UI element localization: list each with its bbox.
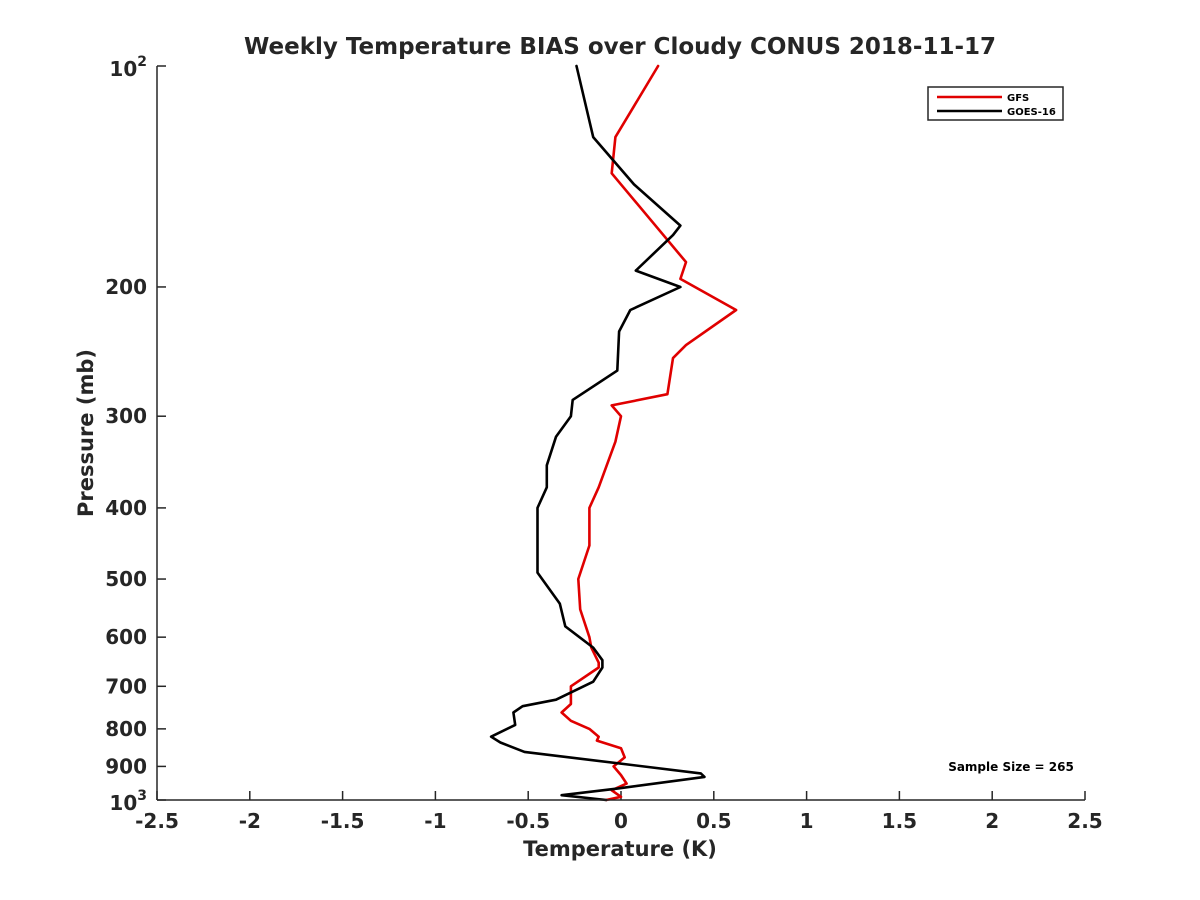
y-tick-label: 103 <box>109 788 147 815</box>
x-axis-ticks: -2.5 -2 -1.5 -1 -0.5 0 0.5 1 1.5 2 2.5 <box>135 791 1103 833</box>
chart-title: Weekly Temperature BIAS over Cloudy CONU… <box>244 34 996 60</box>
y-tick-label: 200 <box>105 275 147 299</box>
x-tick-label: -1 <box>424 809 446 833</box>
x-tick-label: -1.5 <box>321 809 365 833</box>
y-tick-label: 600 <box>105 625 147 649</box>
x-tick-label: -2.5 <box>135 809 179 833</box>
series-layer <box>489 64 738 802</box>
y-tick-label: 900 <box>105 754 147 778</box>
x-tick-label: 0 <box>614 809 628 833</box>
x-tick-label: 1 <box>800 809 814 833</box>
y-tick-label: 500 <box>105 567 147 591</box>
y-tick-label: 800 <box>105 717 147 741</box>
legend-box <box>927 86 1064 121</box>
x-tick-label: 0.5 <box>696 809 731 833</box>
legend-label: GOES-16 <box>1007 107 1056 118</box>
sample-size-annotation: Sample Size = 265 <box>948 760 1074 774</box>
series-line-goes-16 <box>489 64 706 802</box>
x-tick-label: -0.5 <box>506 809 550 833</box>
y-tick-label: 300 <box>105 404 147 428</box>
series-line-gfs <box>560 64 738 802</box>
x-tick-label: 2 <box>985 809 999 833</box>
y-tick-label: 102 <box>109 54 147 81</box>
x-tick-label: -2 <box>239 809 261 833</box>
y-tick-label: 400 <box>105 496 147 520</box>
x-tick-label: 1.5 <box>882 809 917 833</box>
x-axis-label: Temperature (K) <box>523 837 717 861</box>
legend-label: GFS <box>1007 93 1029 104</box>
y-axis-ticks: 102 200 300 400 500 600 700 800 900 103 <box>105 54 166 815</box>
x-tick-label: 2.5 <box>1067 809 1102 833</box>
legend: GFS GOES-16 <box>927 86 1064 121</box>
y-axis-label: Pressure (mb) <box>74 349 98 517</box>
y-tick-label: 700 <box>105 674 147 698</box>
